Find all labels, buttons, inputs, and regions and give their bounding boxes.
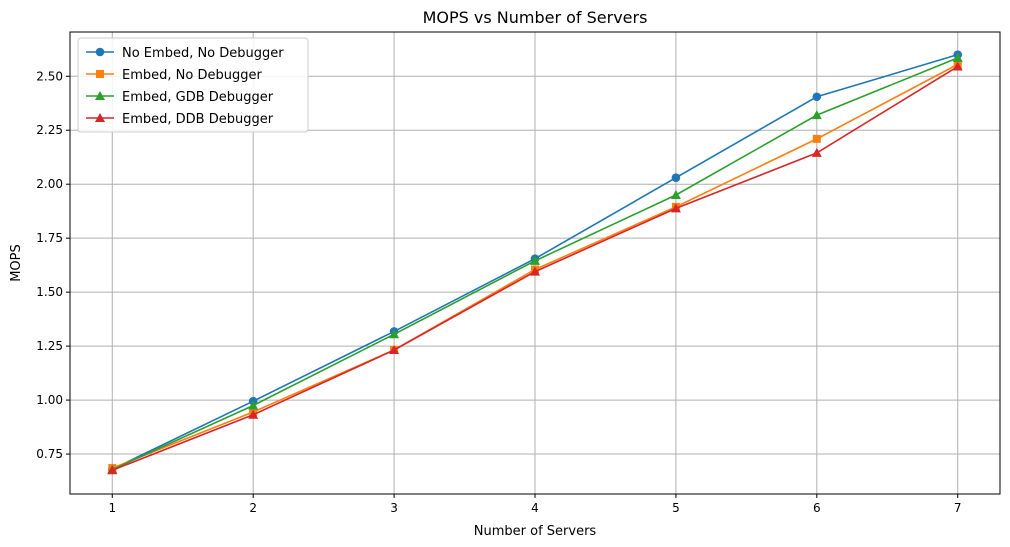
legend-label: Embed, No Debugger [122, 68, 262, 83]
x-tick-label: 7 [954, 501, 962, 515]
y-axis-title: MOPS [9, 244, 24, 282]
legend-box [77, 37, 309, 133]
y-tick-label: 1.75 [36, 231, 63, 245]
y-tick-label: 2.00 [36, 177, 63, 191]
data-point [811, 110, 822, 120]
data-point [248, 400, 259, 410]
data-point [530, 266, 540, 276]
legend-label: Embed, DDB Debugger [122, 112, 274, 127]
x-tick-label: 6 [813, 501, 821, 515]
axis-ticks: 1 2 3 4 5 6 7 0.75 1.00 1.25 1.50 1.75 2.00 2.25 2.50 [36, 69, 961, 515]
legend-label: Embed, GDB Debugger [122, 90, 274, 105]
grid [70, 32, 1000, 494]
data-point [952, 52, 963, 62]
chart-title: MOPS vs Number of Servers [423, 8, 648, 27]
data-point [811, 147, 822, 157]
x-tick-label: 1 [108, 501, 116, 515]
data-point [671, 173, 681, 183]
data-point [248, 409, 259, 419]
legend-label: No Embed, No Debugger [122, 46, 284, 61]
legend-swatch-marker [95, 47, 105, 57]
legend-item: Embed, No Debugger [86, 68, 262, 83]
data-point [530, 255, 540, 265]
y-tick-label: 0.75 [36, 447, 63, 461]
data-point [952, 61, 963, 71]
legend-swatch-marker [96, 70, 104, 78]
y-tick-label: 1.00 [36, 393, 63, 407]
x-axis-title: Number of Servers [474, 524, 597, 539]
series-group [107, 50, 963, 475]
data-point [670, 189, 681, 199]
x-tick-label: 4 [531, 501, 539, 515]
series-3 [107, 52, 963, 474]
legend-swatch-marker [95, 91, 105, 100]
y-tick-label: 2.25 [36, 123, 63, 137]
x-tick-label: 3 [390, 501, 398, 515]
x-tick-label: 2 [249, 501, 257, 515]
legend-item: Embed, DDB Debugger [86, 112, 274, 127]
data-point [389, 345, 400, 355]
data-point [389, 329, 400, 339]
x-tick-label: 5 [672, 501, 680, 515]
data-point [812, 134, 821, 143]
y-tick-label: 1.50 [36, 285, 63, 299]
y-tick-label: 1.25 [36, 339, 63, 353]
y-tick-label: 2.50 [36, 69, 63, 83]
data-point [812, 92, 822, 102]
data-point [107, 465, 118, 475]
legend-item: No Embed, No Debugger [86, 46, 284, 61]
legend-swatch-marker [95, 113, 105, 122]
data-point [670, 203, 681, 213]
legend-item: Embed, GDB Debugger [86, 90, 274, 105]
series-4 [107, 61, 963, 475]
legend: No Embed, No Debugger Embed, No Debugger E… [77, 37, 309, 133]
